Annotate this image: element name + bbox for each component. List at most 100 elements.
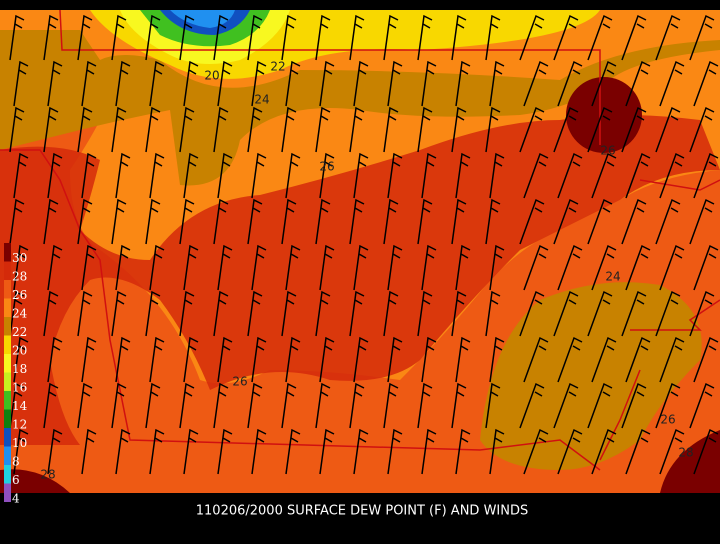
wind-barb	[43, 106, 59, 153]
caption: 110206/2000 SURFACE DEW POINT (F) AND WI…	[196, 504, 529, 519]
wind-barb	[455, 152, 471, 199]
wind-barb	[217, 244, 233, 291]
wind-barb	[47, 428, 63, 475]
wind-barb	[625, 152, 651, 199]
contour-label: 22	[270, 60, 285, 74]
wind-barb	[693, 60, 719, 107]
wind-barb	[13, 152, 29, 199]
wind-barb	[655, 106, 681, 153]
legend-swatch	[4, 317, 11, 336]
wind-barb	[9, 198, 25, 245]
wind-barb	[451, 106, 467, 153]
wind-barb	[553, 382, 579, 429]
wind-barb	[77, 106, 93, 153]
wind-barb	[557, 152, 583, 199]
wind-barb	[655, 14, 681, 61]
wind-barb	[553, 14, 579, 61]
wind-barb	[587, 290, 613, 337]
wind-barb	[315, 290, 331, 337]
wind-barb	[9, 106, 25, 153]
wind-barbs	[9, 14, 719, 475]
wind-barb	[625, 336, 651, 383]
wind-barb	[13, 428, 29, 475]
wind-barb	[247, 106, 263, 153]
wind-barb	[281, 290, 297, 337]
border	[630, 299, 720, 331]
wind-barb	[281, 106, 297, 153]
legend-label: 12	[12, 417, 27, 431]
wind-barb	[319, 336, 335, 383]
region-28	[0, 115, 720, 445]
wind-barb	[659, 336, 685, 383]
wind-barb	[217, 428, 233, 475]
wind-barb	[179, 198, 195, 245]
wind-barb	[111, 14, 127, 61]
wind-barb	[281, 14, 297, 61]
wind-barb	[319, 244, 335, 291]
wind-barb	[489, 60, 505, 107]
legend: 30 28 26 24 22 20 18 16 14 12 10 8 6 4	[4, 243, 28, 505]
wind-barb	[387, 152, 403, 199]
wind-barb	[183, 428, 199, 475]
wind-barb	[519, 106, 545, 153]
wind-barb	[383, 382, 399, 429]
wind-barb	[387, 336, 403, 383]
wind-barb	[81, 60, 97, 107]
wind-barb	[349, 14, 365, 61]
legend-swatch	[4, 372, 11, 391]
wind-barb	[149, 336, 165, 383]
wind-barb	[417, 290, 433, 337]
wind-barb	[519, 198, 545, 245]
wind-barb	[485, 106, 501, 153]
wind-barb	[421, 152, 437, 199]
wind-barb	[115, 244, 131, 291]
contour-label: 24	[254, 93, 269, 107]
wind-barb	[145, 106, 161, 153]
wind-barb	[213, 382, 229, 429]
legend-swatch	[4, 465, 11, 484]
contour-label: 24	[605, 270, 620, 284]
wind-barb	[421, 60, 437, 107]
wind-barb	[523, 244, 549, 291]
wind-barb	[285, 152, 301, 199]
wind-barb	[621, 14, 647, 61]
contour-label: 28	[40, 468, 55, 482]
legend-label: 16	[12, 380, 27, 394]
legend-label: 4	[12, 491, 20, 505]
wind-barb	[485, 382, 501, 429]
wind-barb	[689, 106, 715, 153]
region-30-ne	[566, 77, 642, 153]
wind-barb	[383, 198, 399, 245]
wind-barb	[47, 244, 63, 291]
wind-barb	[43, 382, 59, 429]
wind-barb	[659, 60, 685, 107]
wind-barb	[183, 244, 199, 291]
wind-barb	[349, 290, 365, 337]
wind-barb	[621, 290, 647, 337]
wind-barb	[285, 244, 301, 291]
wind-barb	[591, 244, 617, 291]
legend-swatch	[4, 409, 11, 428]
wind-barb	[81, 336, 97, 383]
wind-barb	[693, 428, 719, 475]
wind-barb	[489, 152, 505, 199]
wind-barb	[179, 14, 195, 61]
wind-barb	[111, 290, 127, 337]
wind-barb	[217, 152, 233, 199]
wind-barb	[285, 60, 301, 107]
wind-barb	[149, 60, 165, 107]
legend-label: 20	[12, 343, 27, 357]
wind-barb	[421, 428, 437, 475]
wind-barb	[587, 106, 613, 153]
wind-barb	[43, 14, 59, 61]
wind-barb	[625, 60, 651, 107]
wind-barb	[319, 60, 335, 107]
wind-barb	[489, 244, 505, 291]
wind-barb	[417, 198, 433, 245]
wind-barb	[353, 428, 369, 475]
wind-barb	[247, 290, 263, 337]
state-borders	[0, 9, 720, 471]
wind-barb	[81, 152, 97, 199]
wind-barb	[659, 244, 685, 291]
